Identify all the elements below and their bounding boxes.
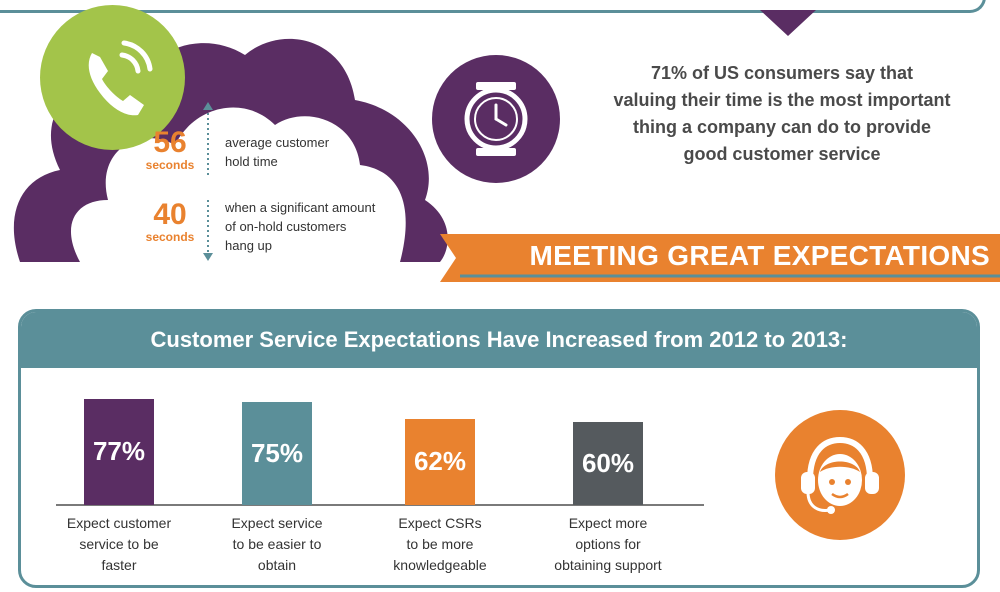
expectations-title: Customer Service Expectations Have Incre…: [150, 327, 848, 352]
hold-time-unit: seconds: [145, 158, 195, 172]
consumer-stat-line: thing a company can do to provide: [632, 117, 932, 137]
top-frame-pointer: [760, 10, 816, 36]
alarm-clock-icon: [464, 82, 528, 156]
category-label-line: Expect CSRs: [398, 515, 482, 531]
category-label-line: Expect service: [231, 515, 323, 531]
hang-up-unit: seconds: [145, 230, 195, 244]
hang-up-number: 40: [153, 198, 187, 231]
phone-icon: [88, 40, 153, 116]
stat-divider-arrows: [203, 102, 213, 261]
description-line: when a significant amount: [225, 200, 376, 215]
bar-category-label: Expect service to be easier to obtain: [202, 513, 352, 576]
phone-badge: [40, 5, 185, 150]
bar-value-label: 77%: [92, 436, 146, 466]
bar-category-label: Expect CSRs to be more knowledgeable: [365, 513, 515, 576]
bar-2: [242, 402, 312, 505]
headset-agent-icon: [801, 436, 879, 514]
bar-3: [405, 419, 475, 505]
headset-badge: [775, 410, 905, 540]
section-banner-text: MEETING GREAT EXPECTATIONS: [529, 240, 990, 271]
consumer-stat-text: 71% of US consumers say that valuing the…: [572, 60, 992, 168]
bar-category-label: Expect customer service to be faster: [44, 513, 194, 576]
category-label-line: to be easier to: [232, 536, 322, 552]
category-label-line: Expect customer: [66, 515, 172, 531]
consumer-stat-line: 71% of US consumers say that: [650, 63, 914, 83]
description-line: hang up: [225, 238, 272, 253]
clock-badge: [432, 55, 560, 183]
bar-value-label: 75%: [250, 438, 304, 468]
category-label-line: knowledgeable: [393, 557, 487, 573]
category-label-line: options for: [575, 536, 641, 552]
category-label-line: Expect more: [568, 515, 648, 531]
category-label-line: obtaining support: [554, 557, 662, 573]
description-line: hold time: [225, 154, 278, 169]
hang-up-description: when a significant amount of on-hold cus…: [225, 198, 375, 255]
category-label-line: to be more: [406, 536, 474, 552]
bar-value-label: 62%: [413, 446, 467, 476]
hold-time-number: 56: [153, 126, 187, 159]
category-label-line: obtain: [257, 557, 297, 573]
description-line: of on-hold customers: [225, 219, 347, 234]
category-label-line: faster: [101, 557, 137, 573]
chart-baseline: [56, 504, 704, 506]
category-label-line: service to be: [79, 536, 159, 552]
bar-1: [84, 399, 154, 505]
bar-category-label: Expect more options for obtaining support: [533, 513, 683, 576]
consumer-stat-line: good customer service: [683, 144, 881, 164]
bar-value-label: 60%: [581, 448, 635, 478]
section-banner: [440, 234, 1000, 282]
hold-time-description: average customer hold time: [225, 133, 329, 171]
expectations-header: [21, 312, 977, 368]
description-line: average customer: [225, 135, 330, 150]
consumer-stat-line: valuing their time is the most important: [613, 90, 951, 110]
bar-4: [573, 422, 643, 505]
